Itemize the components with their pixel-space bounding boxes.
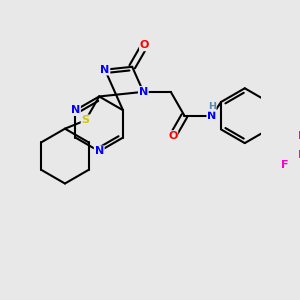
Text: F: F	[298, 151, 300, 160]
Text: O: O	[168, 131, 178, 141]
Text: N: N	[94, 146, 104, 156]
Text: N: N	[139, 87, 148, 97]
Text: N: N	[100, 65, 110, 75]
Text: O: O	[140, 40, 149, 50]
Text: H: H	[208, 102, 216, 111]
Text: N: N	[207, 111, 217, 121]
Text: F: F	[281, 160, 289, 170]
Text: N: N	[71, 105, 80, 115]
Text: S: S	[82, 115, 89, 125]
Text: F: F	[298, 131, 300, 141]
